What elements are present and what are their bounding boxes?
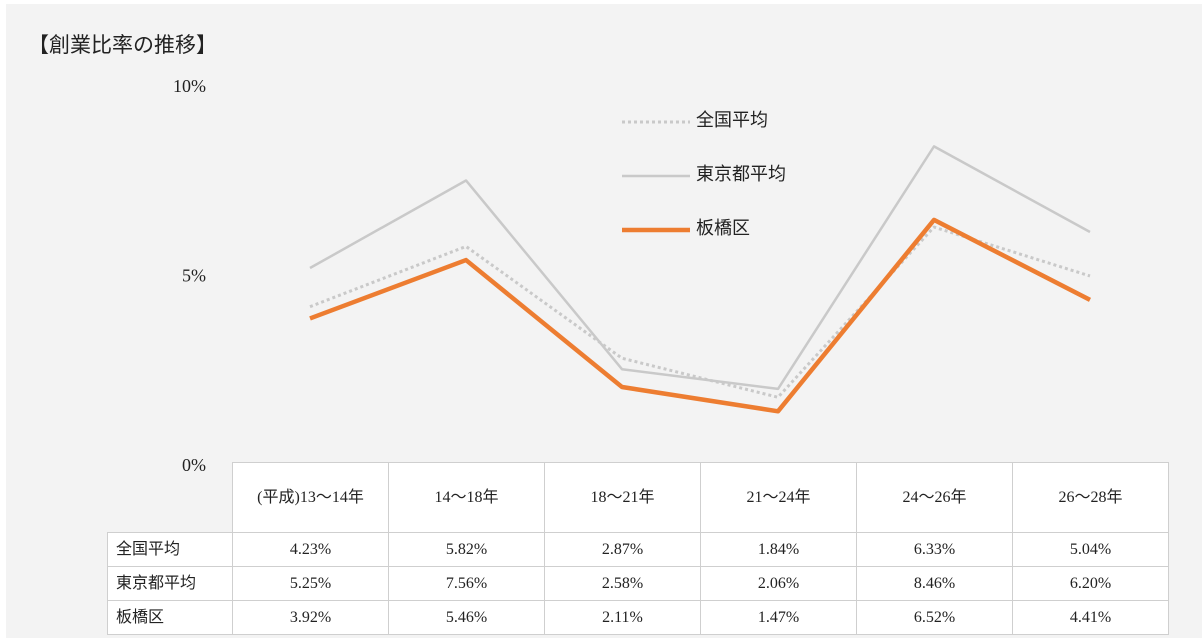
row-header: 板橋区 [107, 600, 233, 635]
table-value: 5.04% [1012, 532, 1169, 567]
category-header: 24〜26年 [856, 462, 1013, 533]
table-value: 1.84% [700, 532, 857, 567]
row-header: 東京都平均 [107, 566, 233, 601]
legend-label: 東京都平均 [696, 164, 786, 184]
table-value: 8.46% [856, 566, 1013, 601]
category-header: 14〜18年 [388, 462, 545, 533]
category-header: 21〜24年 [700, 462, 857, 533]
row-header: 全国平均 [107, 532, 233, 567]
legend-label: 全国平均 [696, 110, 768, 130]
y-tick-label: 5% [182, 266, 206, 286]
category-header: (平成)13〜14年 [232, 462, 389, 533]
y-tick-label: 0% [182, 455, 206, 475]
table-value: 5.46% [388, 600, 545, 635]
table-value: 6.52% [856, 600, 1013, 635]
table-value: 3.92% [232, 600, 389, 635]
table-value: 5.82% [388, 532, 545, 567]
series-line [309, 217, 1092, 414]
chart-frame: 【創業比率の推移】 0% 5% 10% 全国平均 東京都平均 板橋区 (平成)13〜14年… [6, 4, 1202, 638]
series-line [309, 145, 1091, 391]
table-value: 2.87% [544, 532, 701, 567]
table-value: 2.58% [544, 566, 701, 601]
table-value: 4.23% [232, 532, 389, 567]
category-header: 26〜28年 [1012, 462, 1169, 533]
category-header: 18〜21年 [544, 462, 701, 533]
table-value: 2.11% [544, 600, 701, 635]
table-value: 7.56% [388, 566, 545, 601]
table-value: 2.06% [700, 566, 857, 601]
table-value: 1.47% [700, 600, 857, 635]
series-line [309, 225, 1091, 399]
y-tick-label: 10% [173, 76, 206, 96]
table-value: 5.25% [232, 566, 389, 601]
table-value: 4.41% [1012, 600, 1169, 635]
chart-title: 【創業比率の推移】 [28, 33, 217, 57]
table-value: 6.20% [1012, 566, 1169, 601]
table-value: 6.33% [856, 532, 1013, 567]
legend-label: 板橋区 [696, 218, 750, 238]
